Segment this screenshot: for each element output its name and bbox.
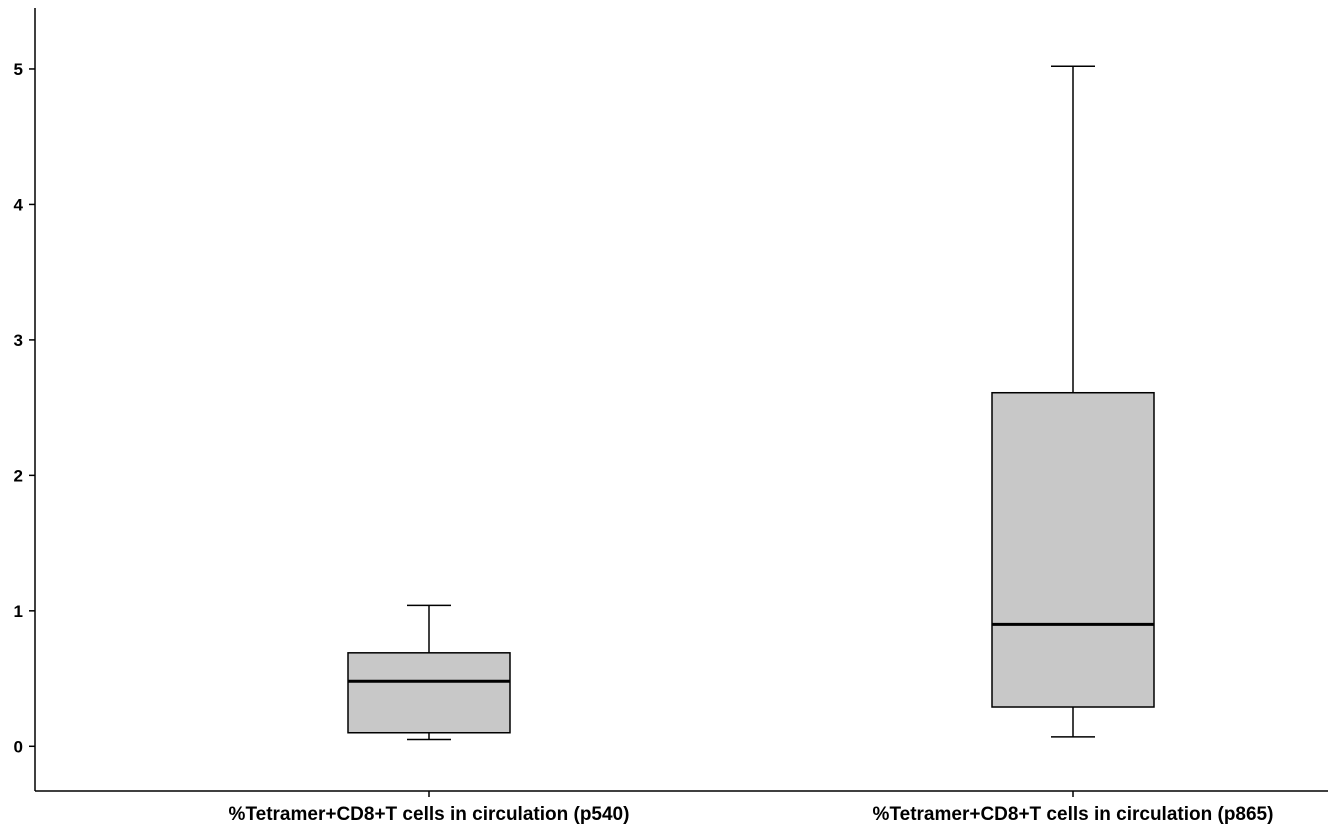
y-tick-label-0: 0 xyxy=(14,737,23,756)
y-tick-label-3: 3 xyxy=(14,331,23,350)
y-tick-label-5: 5 xyxy=(14,60,23,79)
box-group-1 xyxy=(347,604,511,741)
x-category-label-2: %Tetramer+CD8+T cells in circulation (p8… xyxy=(873,804,1274,825)
iqr-box-1 xyxy=(347,652,511,734)
y-tick-label-2: 2 xyxy=(14,466,23,485)
y-tick-label-4: 4 xyxy=(14,195,24,214)
y-tick-label-1: 1 xyxy=(14,602,23,621)
x-category-label-1: %Tetramer+CD8+T cells in circulation (p5… xyxy=(229,804,630,825)
iqr-box-2 xyxy=(991,391,1155,708)
box-group-2 xyxy=(991,65,1155,738)
axes-layer xyxy=(29,8,1328,797)
labels-layer: 0 1 2 3 4 5 %Tetramer+CD8+T cells in circulati… xyxy=(14,60,1274,825)
boxes-layer xyxy=(347,65,1155,741)
